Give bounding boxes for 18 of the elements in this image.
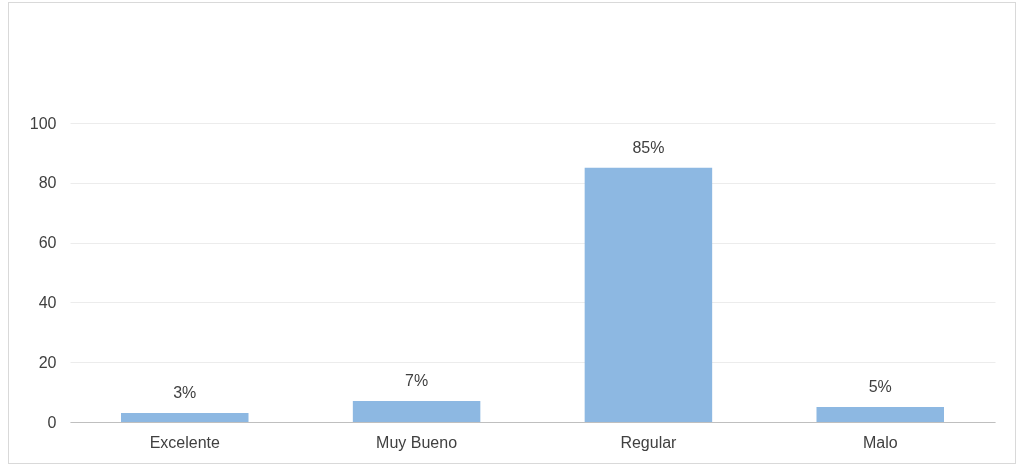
x-tick-label: Excelente [149, 433, 220, 451]
y-tick-label: 0 [47, 413, 57, 431]
y-tick-label: 80 [38, 174, 57, 192]
bar [816, 407, 944, 422]
data-label: 7% [405, 372, 429, 390]
data-label: 3% [173, 384, 197, 402]
bar [584, 167, 713, 422]
bar [121, 413, 249, 422]
data-label: 85% [632, 138, 665, 156]
bar [352, 401, 481, 422]
y-tick-label: 100 [29, 114, 57, 132]
y-tick-label: 60 [38, 234, 57, 252]
y-tick-label: 40 [38, 293, 57, 311]
x-tick-label: Muy Bueno [376, 433, 458, 451]
x-tick-label: Malo [862, 433, 898, 451]
x-tick-label: Regular [620, 433, 678, 451]
data-label: 5% [868, 378, 892, 396]
y-tick-label: 20 [38, 353, 57, 371]
